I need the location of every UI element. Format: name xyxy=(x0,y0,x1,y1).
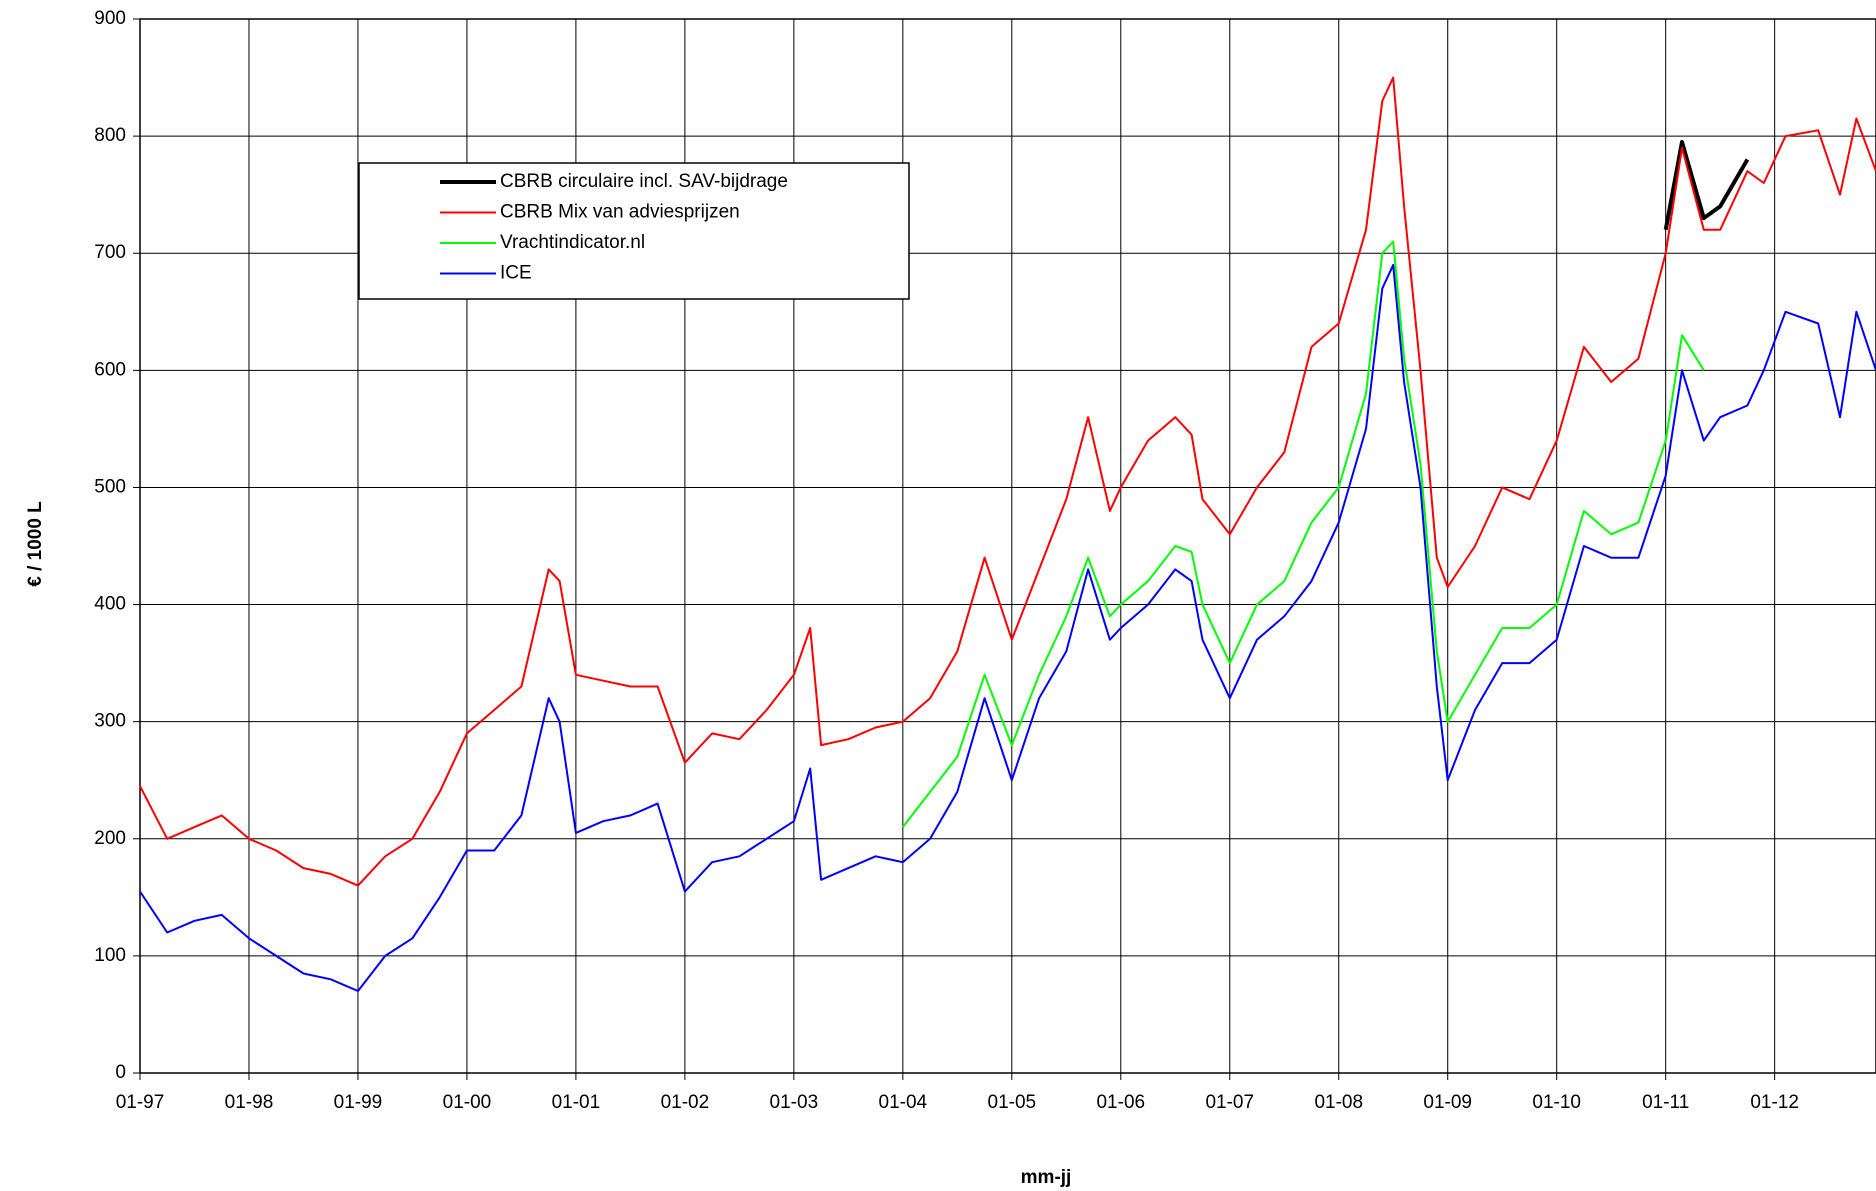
legend-box xyxy=(358,162,910,300)
legend-label: ICE xyxy=(500,263,532,284)
legend-label: CBRB Mix van adviesprijzen xyxy=(500,202,740,223)
y-tick-label: 500 xyxy=(94,476,126,497)
x-tick-label: 01-99 xyxy=(334,1092,383,1113)
y-tick-label: 700 xyxy=(94,242,126,263)
y-tick-label: 600 xyxy=(94,359,126,380)
x-tick-label: 01-00 xyxy=(443,1092,492,1113)
x-tick-label: 01-10 xyxy=(1532,1092,1581,1113)
y-tick-label: 800 xyxy=(94,125,126,146)
series-line xyxy=(139,76,1876,887)
x-tick-label: 01-08 xyxy=(1314,1092,1363,1113)
x-tick-label: 01-98 xyxy=(225,1092,274,1113)
x-tick-label: 01-03 xyxy=(770,1092,819,1113)
x-tick-label: 01-05 xyxy=(988,1092,1037,1113)
y-tick-label: 100 xyxy=(94,945,126,966)
x-axis-label: mm-jj xyxy=(1021,1167,1072,1188)
legend-label: Vrachtindicator.nl xyxy=(500,232,645,253)
x-tick-label: 01-04 xyxy=(879,1092,928,1113)
series-line xyxy=(139,263,1876,992)
series-line xyxy=(1663,140,1750,231)
x-tick-label: 01-12 xyxy=(1750,1092,1799,1113)
x-tick-label: 01-06 xyxy=(1096,1092,1145,1113)
legend-label: CBRB circulaire incl. SAV-bijdrage xyxy=(500,171,788,192)
x-tick-label: 01-02 xyxy=(661,1092,710,1113)
x-tick-label: 01-07 xyxy=(1205,1092,1254,1113)
y-tick-label: 400 xyxy=(94,594,126,615)
x-tick-label: 01-01 xyxy=(552,1092,601,1113)
plot-frame xyxy=(139,18,1876,1074)
y-tick-label: 300 xyxy=(94,711,126,732)
y-tick-label: 900 xyxy=(94,8,126,29)
y-axis-label: € / 1000 L xyxy=(25,501,46,587)
x-tick-label: 01-97 xyxy=(116,1092,165,1113)
x-tick-label: 01-11 xyxy=(1642,1092,1689,1113)
x-tick-label: 01-09 xyxy=(1423,1092,1472,1113)
series-line xyxy=(902,240,1705,828)
y-tick-label: 200 xyxy=(94,828,126,849)
y-tick-label: 0 xyxy=(115,1062,126,1083)
